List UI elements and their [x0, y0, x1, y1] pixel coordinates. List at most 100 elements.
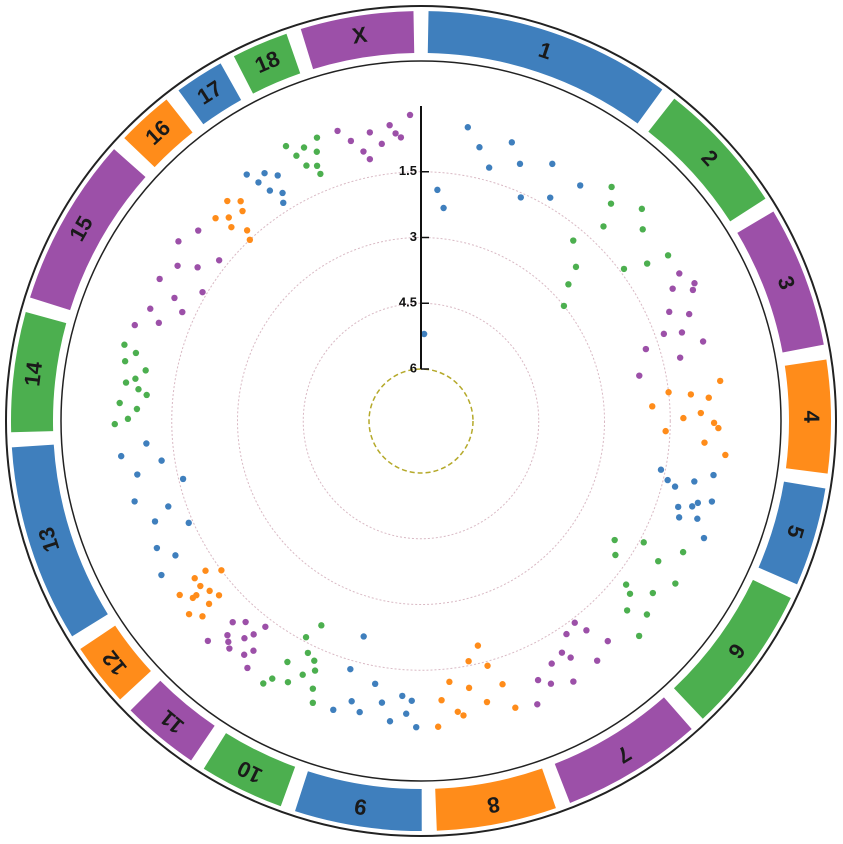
point — [274, 172, 281, 179]
point — [623, 607, 631, 614]
point — [179, 308, 186, 316]
point — [460, 712, 467, 719]
point — [639, 226, 646, 233]
axis-tick-label: 6 — [410, 360, 417, 375]
chromosome-band — [203, 733, 296, 807]
point — [657, 466, 665, 473]
point — [420, 330, 428, 338]
point — [679, 548, 687, 556]
point — [317, 170, 324, 178]
point — [612, 551, 619, 559]
point — [697, 409, 705, 417]
point — [132, 349, 140, 357]
chromosome-label: X — [350, 22, 369, 49]
point — [240, 651, 248, 658]
point — [600, 223, 607, 230]
point — [474, 642, 482, 649]
point — [674, 503, 682, 511]
point — [124, 415, 132, 423]
point — [563, 630, 570, 638]
point — [311, 667, 319, 674]
point — [438, 696, 445, 704]
point — [156, 275, 163, 283]
point — [378, 699, 386, 706]
point — [547, 680, 555, 687]
outer-ring — [5, 5, 837, 837]
point — [664, 476, 671, 484]
point — [171, 294, 178, 302]
point — [671, 483, 679, 490]
chromosome-band — [11, 444, 108, 637]
point — [378, 140, 385, 148]
point — [299, 671, 306, 678]
point — [710, 419, 718, 427]
point — [408, 697, 415, 704]
point — [174, 262, 181, 269]
point — [675, 514, 683, 521]
point — [636, 372, 643, 379]
point — [406, 111, 414, 119]
point — [583, 627, 590, 634]
point — [243, 227, 251, 234]
point — [399, 692, 406, 700]
point — [143, 440, 150, 447]
point — [716, 377, 724, 385]
point — [228, 223, 235, 231]
point — [694, 499, 702, 507]
point — [172, 552, 179, 559]
point — [246, 236, 254, 244]
point — [607, 200, 615, 207]
point — [279, 189, 286, 197]
point — [122, 379, 130, 386]
chromosome-band — [80, 625, 151, 700]
point — [560, 302, 568, 310]
point — [660, 330, 668, 338]
point — [215, 592, 223, 599]
point — [643, 260, 651, 267]
point — [649, 589, 657, 597]
point — [397, 134, 405, 141]
point — [194, 264, 201, 271]
point — [147, 305, 154, 312]
point — [465, 657, 472, 665]
point — [303, 162, 310, 169]
point — [225, 638, 232, 646]
point — [499, 681, 506, 688]
point — [701, 439, 708, 446]
point — [262, 623, 269, 630]
point — [626, 590, 634, 597]
chromosome-band — [300, 11, 415, 70]
point — [266, 187, 274, 194]
chromosome-band — [758, 481, 826, 585]
point — [199, 613, 206, 620]
point — [284, 678, 292, 686]
point — [261, 169, 268, 177]
point — [195, 227, 202, 234]
point — [300, 144, 308, 151]
point — [722, 451, 729, 459]
point — [565, 281, 572, 288]
point — [476, 144, 483, 151]
chromosome-band — [124, 99, 193, 168]
grid-circle — [302, 302, 540, 540]
point — [237, 197, 244, 205]
point — [558, 649, 566, 656]
chromosome-band — [30, 149, 146, 311]
point — [694, 515, 701, 522]
point — [330, 706, 337, 714]
point — [665, 389, 672, 396]
point — [678, 329, 686, 336]
chromosome-band — [648, 98, 766, 222]
point — [643, 611, 651, 618]
point — [347, 665, 354, 673]
point — [547, 194, 554, 201]
point — [446, 678, 453, 686]
point — [567, 654, 574, 661]
point — [593, 657, 601, 664]
point — [516, 160, 524, 168]
point — [571, 619, 578, 626]
point — [691, 280, 698, 287]
point — [202, 567, 209, 574]
point — [282, 142, 290, 150]
